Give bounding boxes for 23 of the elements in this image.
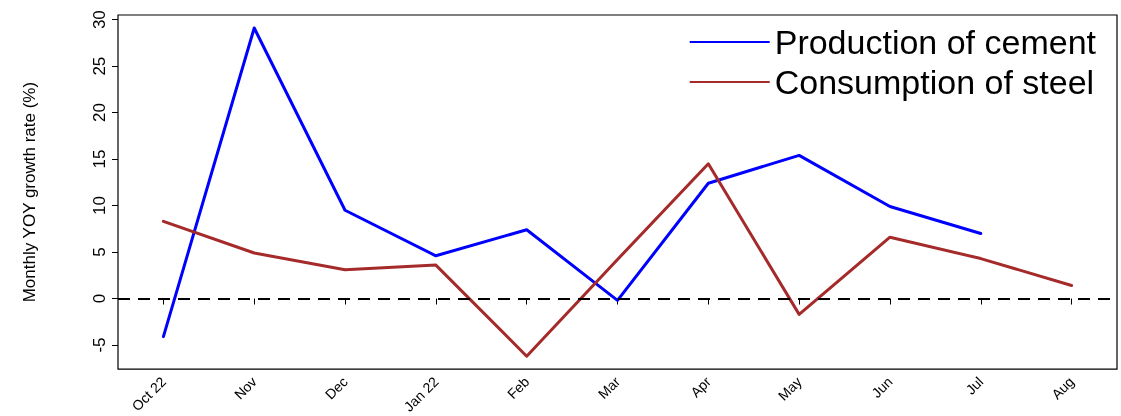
x-tick-label: Jul [962,373,987,398]
x-tick-label: Oct 22 [128,373,170,414]
y-tick-label: 20 [90,103,109,123]
x-tick-label: Mar [594,373,624,402]
legend-label: Production of cement [774,23,1097,61]
y-tick-label: 10 [90,196,109,216]
y-tick-label: 5 [90,247,109,257]
line-series [161,26,983,339]
y-tick-label: 30 [90,10,109,30]
y-axis-title: Monthly YOY growth rate (%) [20,81,39,303]
line-series [161,162,1074,358]
x-tick-label: Nov [230,373,260,403]
x-tick-label: Dec [321,373,351,403]
legend-label: Consumption of steel [774,63,1095,101]
x-tick-label: Aug [1048,373,1078,403]
y-tick-label: 15 [90,149,109,169]
x-tick-label: Jan 22 [400,373,442,415]
y-tick-label: 0 [90,293,109,304]
x-tick-label: Feb [503,373,533,402]
y-tick-label: 25 [90,56,109,76]
x-tick-label: Jun [868,373,896,401]
y-tick-label: -5 [90,337,109,353]
x-tick-label: Apr [687,373,715,401]
